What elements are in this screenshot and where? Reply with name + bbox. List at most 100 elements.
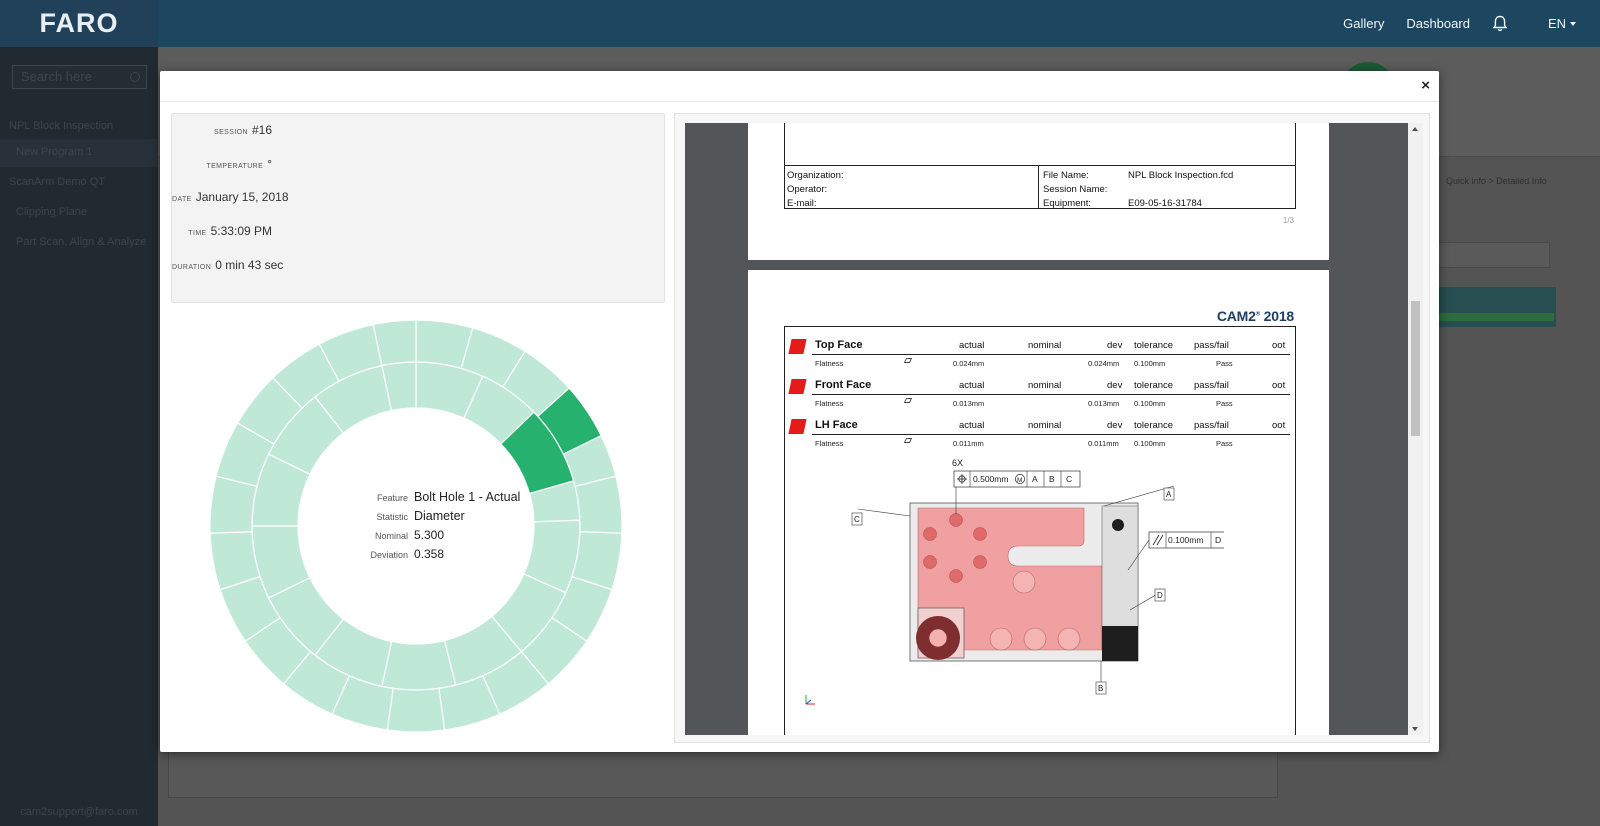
- sidebar-item-clipping-plane[interactable]: Clipping Plane: [16, 206, 87, 218]
- datum-a-label: A: [1166, 490, 1172, 499]
- date-value: January 15, 2018: [195, 190, 289, 204]
- datum-c-ref: C: [1066, 474, 1072, 484]
- pdf-viewport[interactable]: Organization: Operator: E-mail: File Nam…: [685, 123, 1408, 735]
- position-icon: [957, 474, 967, 484]
- parallelism-icon: [1152, 534, 1164, 546]
- feature-name: LH Face: [815, 419, 858, 431]
- report-frame: [784, 326, 1296, 735]
- statistic-label: Statistic: [376, 512, 408, 522]
- close-button[interactable]: ×: [1421, 77, 1430, 94]
- language-label: EN: [1547, 16, 1566, 31]
- report-page-2: CAM2® 2018 Top Face actual nominal dev t…: [748, 270, 1329, 735]
- col-nominal: nominal: [1028, 340, 1062, 351]
- position-tolerance-value: 0.500mm: [973, 474, 1008, 484]
- date-label: DATE: [172, 196, 192, 203]
- col-oot: oot: [1272, 420, 1286, 431]
- col-nominal: nominal: [1028, 420, 1062, 431]
- col-oot: oot: [1272, 340, 1286, 351]
- count-label: 6X: [952, 458, 963, 468]
- feature-rule: [812, 354, 1290, 355]
- search-input[interactable]: Search here: [12, 65, 147, 89]
- col-tolerance: tolerance: [1134, 420, 1174, 431]
- feature-name: Front Face: [815, 379, 872, 391]
- file-name-value: NPL Block Inspection.fcd: [1128, 170, 1234, 181]
- scroll-thumb[interactable]: [1411, 301, 1420, 436]
- flatness-icon: [903, 398, 913, 403]
- feature-sub: Flatness: [815, 439, 844, 448]
- scroll-down-icon[interactable]: [1412, 727, 1418, 731]
- feature-rule: [812, 434, 1290, 435]
- info-duration: DURATION 0 min 43 sec: [172, 258, 283, 272]
- sunburst-inner-segment[interactable]: [381, 639, 457, 691]
- table-divider: [784, 165, 1296, 166]
- feature-name: Top Face: [815, 339, 863, 351]
- col-dev: dev: [1107, 420, 1123, 431]
- page-number: 1/3: [1282, 216, 1294, 225]
- nav-gallery[interactable]: Gallery: [1343, 16, 1385, 31]
- mmc-icon: [1015, 474, 1025, 484]
- col-actual: actual: [959, 340, 985, 351]
- sunburst-chart[interactable]: [206, 316, 626, 736]
- col-nominal: nominal: [1028, 380, 1062, 391]
- datum-c-label: C: [854, 515, 860, 524]
- equipment-value: E09-05-16-31784: [1128, 198, 1202, 209]
- statistic-value: Diameter: [414, 509, 465, 523]
- cam2-logo-year: 2018: [1263, 308, 1295, 324]
- deviation-label: Deviation: [370, 550, 408, 560]
- report-scrollbar[interactable]: [1408, 123, 1423, 735]
- operator-label: Operator:: [787, 184, 828, 195]
- col-dev: dev: [1107, 340, 1123, 351]
- sidebar-item-scanarm-demo[interactable]: ScanArm Demo QT: [9, 176, 105, 188]
- support-email[interactable]: cam2support@faro.com: [20, 806, 138, 818]
- faro-logo[interactable]: FARO: [0, 0, 158, 47]
- report-viewer: Organization: Operator: E-mail: File Nam…: [674, 113, 1430, 743]
- session-info-panel: SESSION #16 TEMPERATURE ° DATE January 1…: [171, 113, 665, 303]
- feature-dev: 0.013mm: [1088, 399, 1120, 408]
- datum-b-label: B: [1098, 684, 1103, 693]
- breadcrumb[interactable]: Quick info > Detailed Info: [1446, 176, 1547, 186]
- parallel-tolerance-value: 0.100mm: [1168, 535, 1203, 545]
- scroll-up-icon[interactable]: [1412, 127, 1418, 131]
- info-session: SESSION #16: [172, 123, 272, 137]
- sunburst-outer-segment[interactable]: [372, 319, 417, 367]
- bell-icon[interactable]: [1492, 15, 1508, 33]
- col-pass-fail: pass/fail: [1194, 420, 1229, 431]
- datum-d-label: D: [1157, 591, 1163, 600]
- feature-row-lh-face: LH Face actual nominal dev tolerance pas…: [788, 417, 1290, 453]
- col-oot: oot: [1272, 380, 1286, 391]
- feature-result: Pass: [1216, 359, 1233, 368]
- temperature-value: °: [267, 157, 272, 171]
- bolt-holes: [923, 513, 987, 583]
- feature-rule: [812, 394, 1290, 395]
- feature-flag-icon: [788, 379, 807, 394]
- sidebar-item-part-scan[interactable]: Part Scan, Align & Analyze: [16, 236, 147, 248]
- feature-label: Feature: [376, 493, 408, 503]
- nav-dashboard[interactable]: Dashboard: [1406, 16, 1470, 31]
- chamfer-dark: [1102, 626, 1138, 661]
- cam2-logo-reg: ®: [1255, 311, 1260, 318]
- language-dropdown[interactable]: EN: [1548, 16, 1576, 31]
- sidebar-item-new-program-1[interactable]: New Program 1: [0, 139, 158, 167]
- deviation-value: 0.358: [414, 547, 445, 561]
- session-label: SESSION: [214, 129, 248, 136]
- feature-actual: 0.013mm: [953, 399, 985, 408]
- time-label: TIME: [188, 230, 207, 237]
- large-holes: [989, 570, 1081, 651]
- sidebar-item-npl-block-inspection[interactable]: NPL Block Inspection: [9, 120, 114, 132]
- feature-row-front-face: Front Face actual nominal dev tolerance …: [788, 377, 1290, 413]
- feature-result: Pass: [1216, 439, 1233, 448]
- sunburst-outer-segment[interactable]: [386, 687, 446, 733]
- feature-actual: 0.024mm: [953, 359, 985, 368]
- feature-row-top-face: Top Face actual nominal dev tolerance pa…: [788, 337, 1290, 373]
- datum-b-box: [1095, 681, 1107, 695]
- info-temperature: TEMPERATURE °: [172, 157, 272, 171]
- feature-value: Bolt Hole 1 - Actual: [414, 490, 521, 504]
- feature-tolerance: 0.100mm: [1134, 399, 1166, 408]
- feature-flag-icon: [788, 339, 807, 354]
- modal-header: ×: [160, 71, 1439, 102]
- equipment-label: Equipment:: [1043, 198, 1092, 209]
- datum-a-ref: A: [1032, 474, 1038, 484]
- nominal-label: Nominal: [374, 531, 408, 541]
- position-tolerance-frame: [953, 470, 1081, 488]
- counterbore-hole: [928, 628, 948, 648]
